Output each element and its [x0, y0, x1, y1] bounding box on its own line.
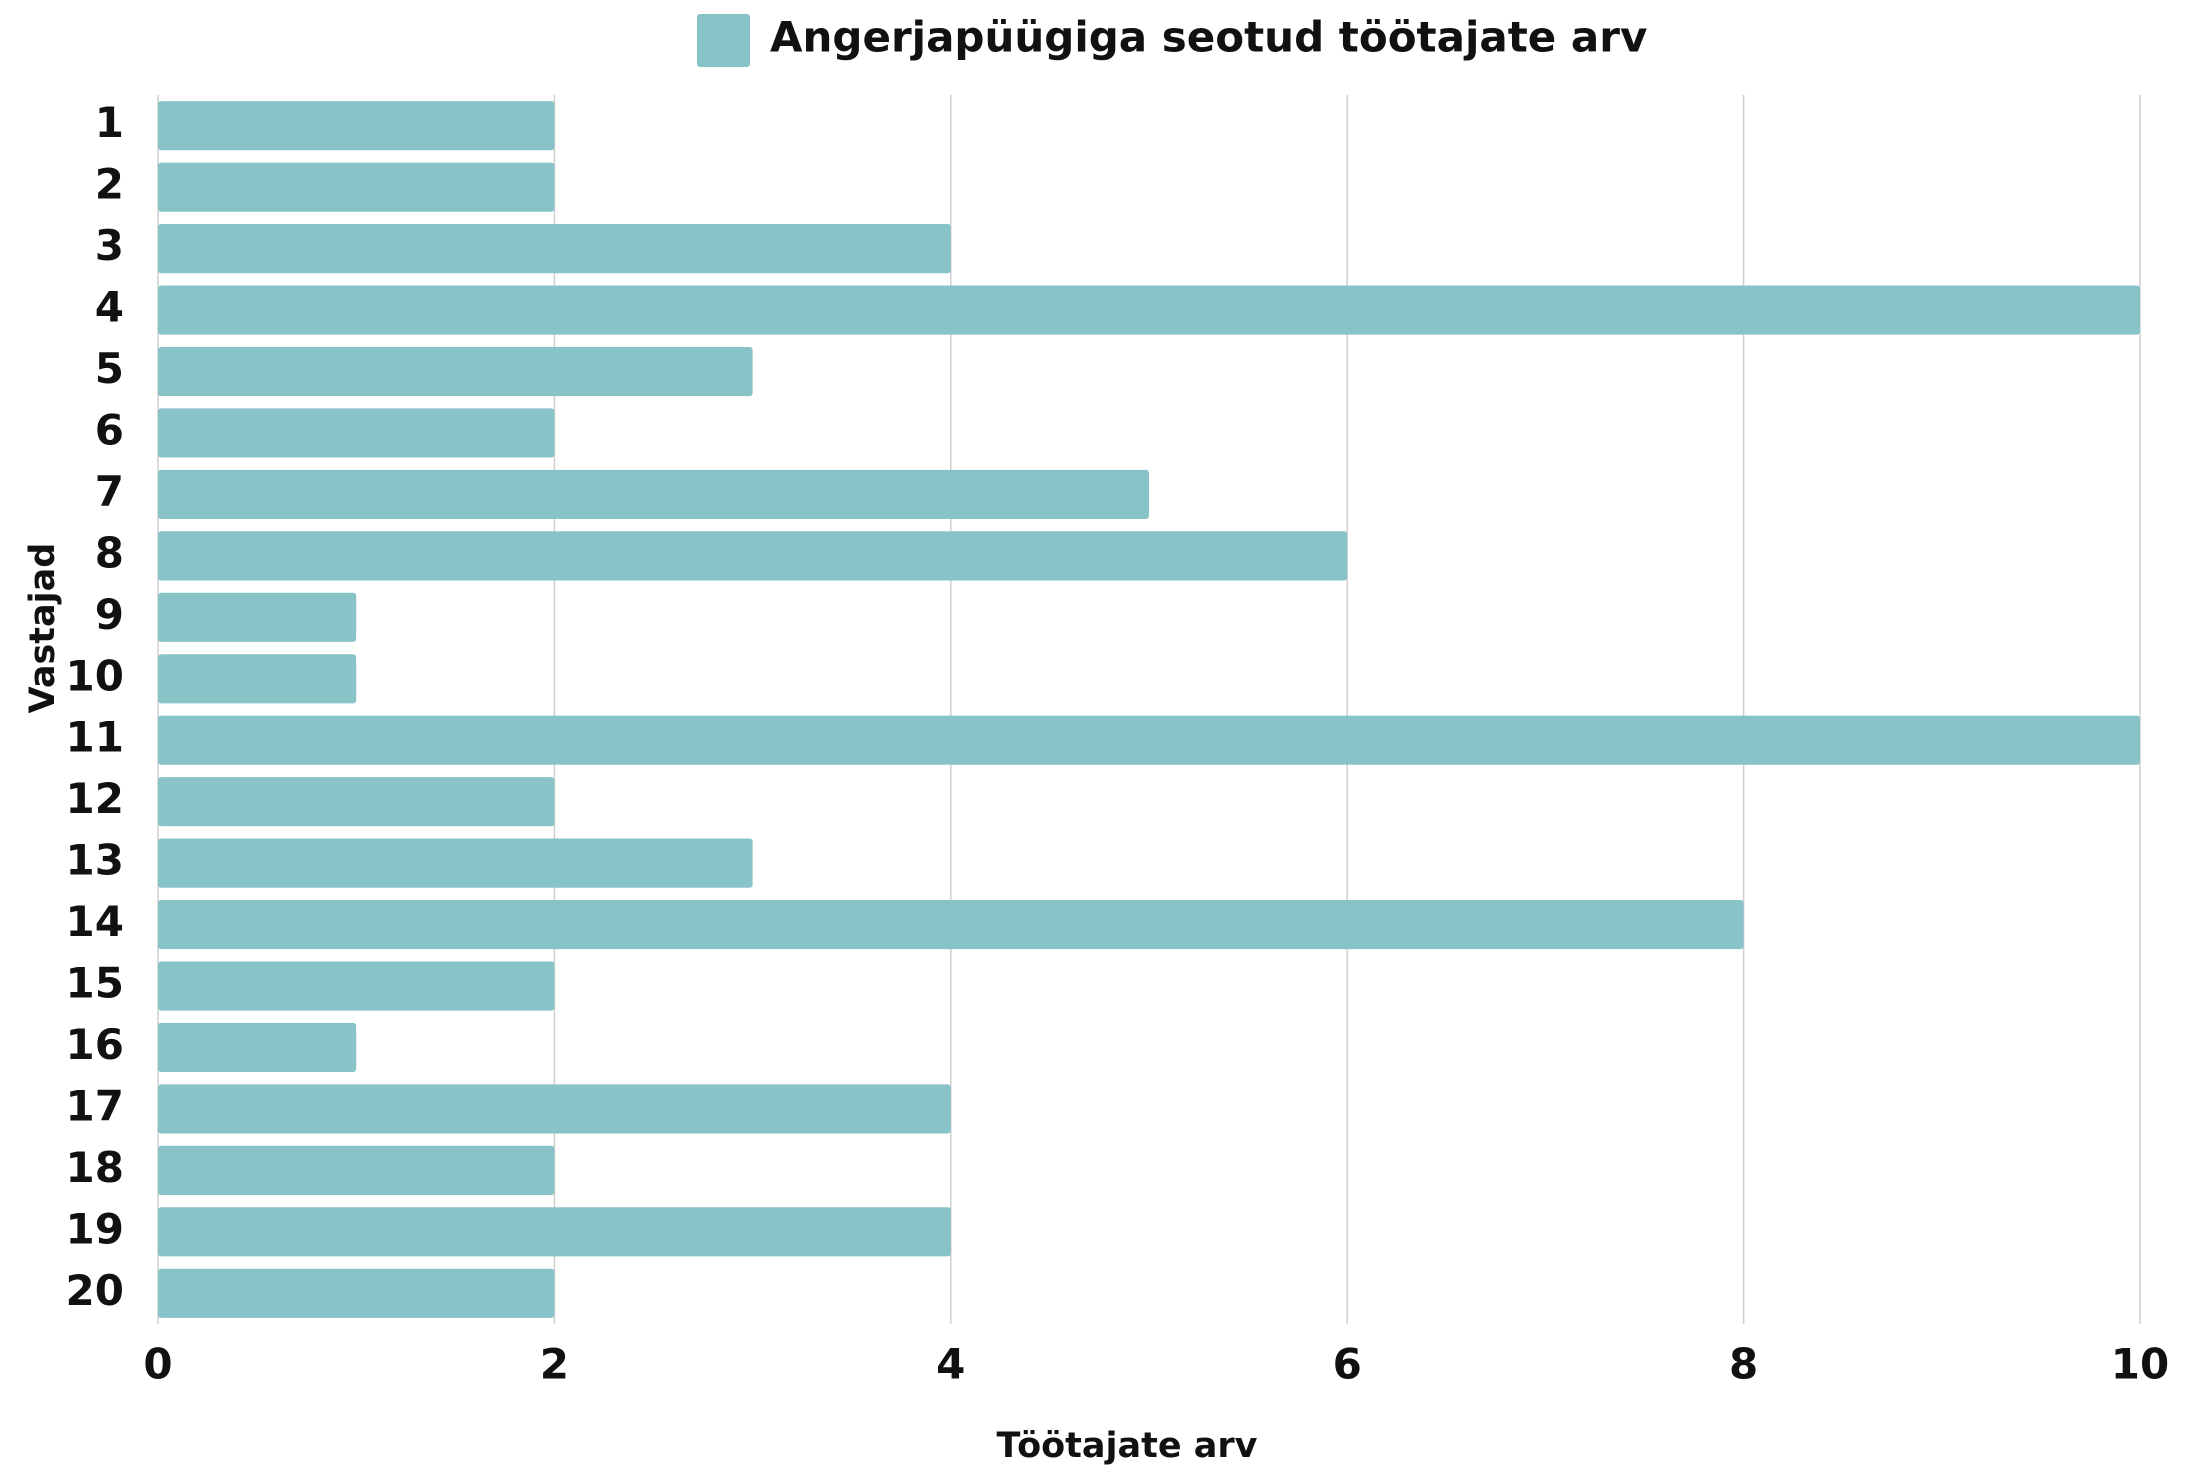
bar	[158, 162, 555, 212]
y-tick-label: 5	[95, 344, 124, 393]
bar	[158, 1268, 555, 1318]
y-tick-label: 12	[66, 774, 124, 823]
y-tick-label: 10	[66, 651, 124, 700]
bar	[158, 224, 951, 274]
y-tick-label: 19	[66, 1204, 124, 1253]
bar	[158, 101, 555, 151]
x-axis-label: Töötajate arv	[997, 1426, 1258, 1466]
bar	[158, 285, 2140, 335]
x-tick-label: 2	[540, 1340, 569, 1389]
y-tick-label: 15	[66, 959, 124, 1008]
y-tick-label: 16	[66, 1020, 124, 1069]
bar	[158, 654, 357, 704]
x-tick-label: 6	[1333, 1340, 1362, 1389]
y-tick-label: 1	[95, 98, 124, 147]
bar	[158, 531, 1348, 581]
y-axis-label: Vastajad	[23, 543, 63, 714]
x-tick-label: 4	[936, 1340, 965, 1389]
y-tick-label: 14	[66, 897, 124, 946]
y-tick-label: 17	[66, 1081, 124, 1130]
legend-swatch	[697, 14, 750, 67]
bar	[158, 777, 555, 827]
y-tick-label: 3	[95, 221, 124, 270]
y-tick-label: 8	[95, 528, 124, 577]
y-tick-label: 18	[66, 1143, 124, 1192]
y-tick-label: 11	[66, 713, 124, 762]
x-tick-label: 0	[143, 1340, 172, 1389]
bar	[158, 469, 1149, 520]
bar	[158, 1207, 951, 1257]
y-tick-label: 9	[95, 590, 124, 639]
legend-label: Angerjapüügiga seotud töötajate arv	[770, 13, 1647, 62]
bar	[158, 899, 1744, 950]
y-tick-label: 4	[95, 283, 124, 332]
bar	[158, 838, 753, 888]
bar	[158, 1022, 357, 1073]
bar	[158, 592, 357, 642]
y-tick-label: 13	[66, 836, 124, 885]
bar	[158, 408, 555, 458]
bar	[158, 961, 555, 1011]
x-tick-label: 8	[1729, 1340, 1758, 1389]
bar	[158, 715, 2140, 765]
y-tick-label: 6	[95, 405, 124, 454]
y-tick-label: 7	[95, 467, 124, 516]
y-tick-label: 2	[95, 160, 124, 209]
bar	[158, 1145, 555, 1195]
y-tick-label: 20	[66, 1266, 124, 1315]
bar	[158, 346, 753, 397]
x-tick-label: 10	[2111, 1340, 2169, 1389]
bar	[158, 1084, 951, 1134]
